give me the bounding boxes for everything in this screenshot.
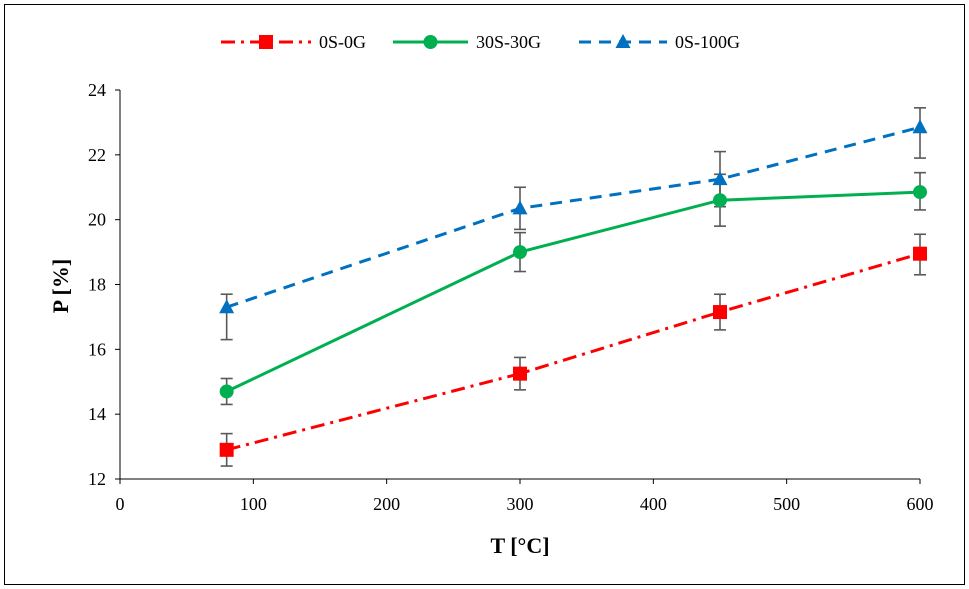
data-point-0S-0G bbox=[513, 366, 527, 381]
x-tick-label: 100 bbox=[240, 494, 267, 514]
legend-label-30S-30G: 30S-30G bbox=[476, 32, 541, 52]
data-point-0S-100G bbox=[912, 119, 928, 134]
data-point-0S-100G bbox=[712, 171, 728, 186]
data-point-30S-30G bbox=[219, 384, 234, 399]
series-line-0S-100G bbox=[226, 125, 921, 309]
y-tick-label: 18 bbox=[88, 275, 106, 295]
y-tick-label: 24 bbox=[88, 80, 106, 100]
data-point-0S-0G bbox=[219, 442, 234, 457]
data-point-30S-30G bbox=[713, 193, 727, 208]
legend-marker-0S-0G bbox=[259, 35, 273, 49]
legend-label-0S-100G: 0S-100G bbox=[675, 32, 740, 52]
y-tick-label: 16 bbox=[88, 339, 106, 359]
x-axis-title: T [°C] bbox=[490, 533, 549, 558]
y-tick-label: 20 bbox=[88, 210, 106, 230]
x-tick-label: 600 bbox=[907, 494, 934, 514]
legend-label-0S-0G: 0S-0G bbox=[319, 32, 366, 52]
x-tick-label: 200 bbox=[373, 494, 400, 514]
series-line-30S-30G bbox=[226, 190, 921, 393]
series-line-0S-0G bbox=[226, 252, 921, 452]
data-point-30S-30G bbox=[513, 245, 527, 260]
y-tick-label: 22 bbox=[88, 145, 106, 165]
y-tick-label: 14 bbox=[88, 404, 106, 424]
legend-marker-0S-100G bbox=[615, 34, 631, 48]
x-tick-label: 400 bbox=[640, 494, 667, 514]
y-tick-label: 12 bbox=[88, 469, 106, 489]
legend-marker-30S-30G bbox=[423, 35, 438, 49]
data-point-0S-100G bbox=[512, 200, 528, 215]
x-tick-label: 300 bbox=[507, 494, 534, 514]
y-axis-title: P [%] bbox=[48, 259, 73, 313]
data-point-0S-100G bbox=[219, 299, 235, 314]
data-point-0S-0G bbox=[913, 246, 927, 261]
data-point-0S-0G bbox=[713, 305, 727, 320]
x-tick-label: 0 bbox=[116, 494, 125, 514]
data-point-30S-30G bbox=[913, 185, 927, 200]
chart-border bbox=[4, 4, 965, 585]
x-tick-label: 500 bbox=[773, 494, 800, 514]
